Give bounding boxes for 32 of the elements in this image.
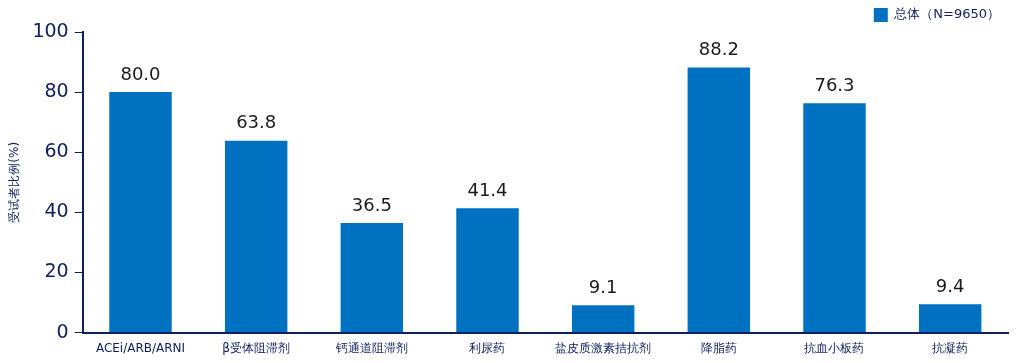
text: 36.5: [351, 193, 392, 215]
bar: [109, 92, 172, 333]
y-axis-title: 受试者比例(%): [7, 141, 22, 223]
text: 41.4: [467, 178, 508, 200]
x-tick-label: 盐皮质激素拮抗剂: [555, 340, 652, 355]
text: 63.8: [236, 111, 277, 133]
bar: [803, 103, 866, 333]
bar: [571, 305, 635, 333]
y-tick-label: 20: [44, 259, 69, 282]
x-tick-label: 降脂药: [700, 340, 737, 355]
text: 80.0: [120, 62, 161, 84]
y-tick-label: 100: [32, 18, 69, 41]
x-tick-label: 抗凝药: [932, 340, 969, 355]
x-tick-label: ACEi/ARB/ARNI: [95, 340, 186, 355]
y-tick-label: 0: [56, 319, 69, 342]
x-tick-label: β受体阻滞剂: [222, 340, 290, 355]
x-tick-label: 抗血小板药: [804, 340, 865, 355]
bar: [687, 67, 751, 333]
text: 9.4: [935, 275, 965, 297]
bar: [456, 208, 519, 333]
legend-label: 总体（N=9650）: [893, 6, 1000, 22]
y-tick-label: 60: [44, 139, 69, 162]
text: 9.1: [588, 275, 618, 297]
text: 88.2: [698, 38, 739, 60]
y-tick-label: 80: [44, 79, 69, 102]
text: 76.3: [814, 73, 855, 95]
bar: [918, 304, 982, 333]
y-tick-label: 40: [44, 199, 69, 222]
bar: [224, 140, 288, 333]
x-tick-label: 利尿药: [469, 340, 506, 355]
x-tick-label: 钙通道阻滞剂: [334, 340, 408, 355]
bar: [340, 222, 404, 333]
